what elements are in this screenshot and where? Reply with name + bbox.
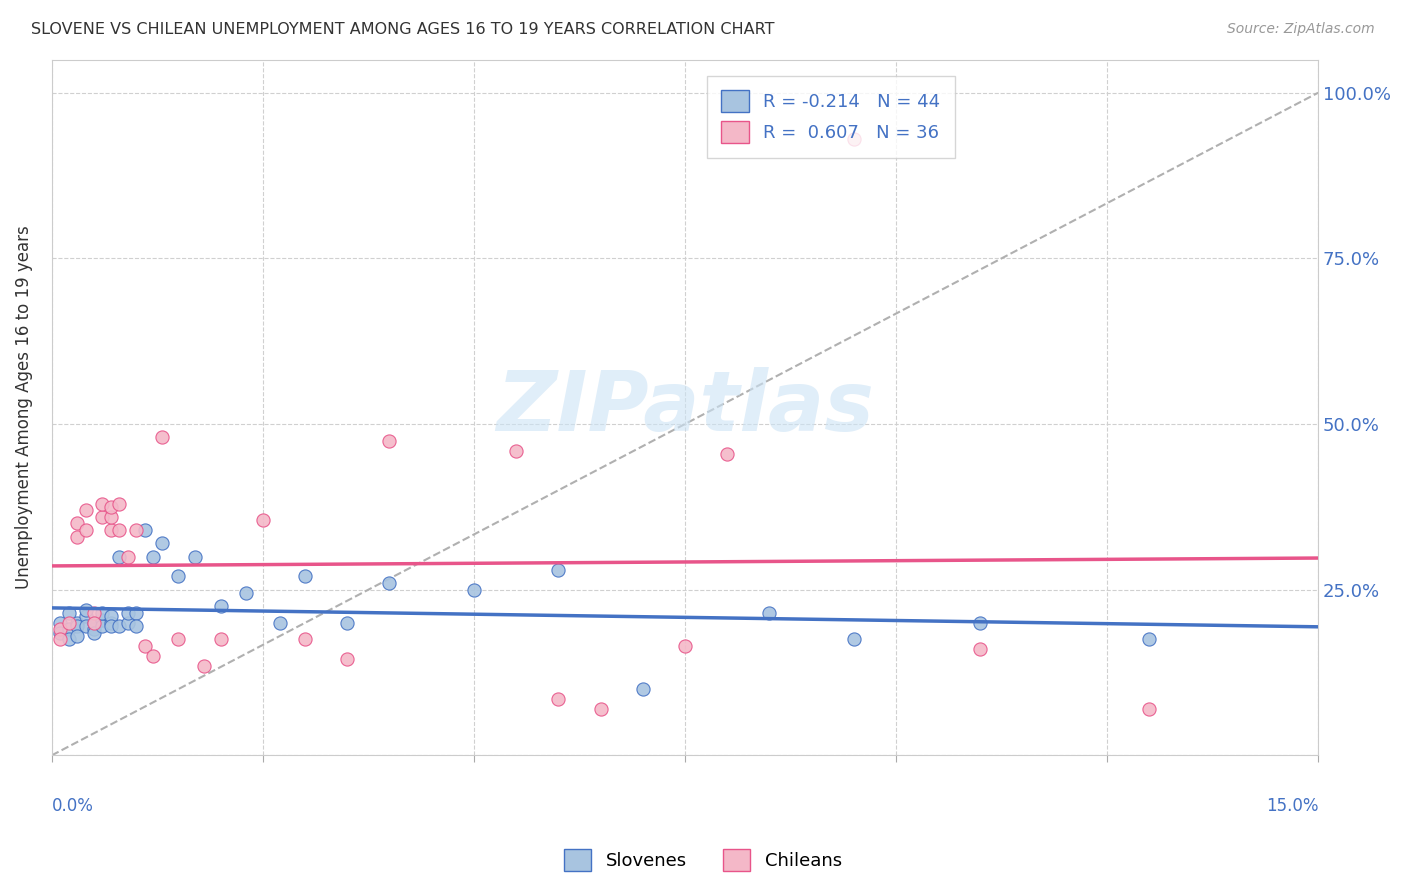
Point: [108, 549, 131, 564]
Point: [235, 586, 257, 600]
Point: [108, 523, 131, 537]
Point: [269, 615, 291, 630]
Point: [252, 513, 274, 527]
Point: [547, 563, 569, 577]
Point: [100, 509, 122, 524]
Point: [75, 619, 97, 633]
Point: [589, 702, 612, 716]
Point: [83, 606, 105, 620]
Point: [167, 632, 190, 647]
Point: [100, 619, 122, 633]
Point: [66, 619, 89, 633]
Point: [673, 639, 696, 653]
Point: [969, 615, 991, 630]
Point: [117, 549, 139, 564]
Point: [294, 569, 316, 583]
Point: [378, 434, 401, 448]
Text: Source: ZipAtlas.com: Source: ZipAtlas.com: [1227, 22, 1375, 37]
Point: [100, 523, 122, 537]
Point: [91, 497, 114, 511]
Point: [75, 609, 97, 624]
Point: [842, 132, 865, 146]
Point: [83, 615, 105, 630]
Text: 0.0%: 0.0%: [52, 797, 94, 815]
Point: [83, 623, 105, 637]
Point: [294, 632, 316, 647]
Point: [100, 615, 122, 630]
Point: [463, 582, 485, 597]
Text: 15.0%: 15.0%: [1265, 797, 1319, 815]
Point: [66, 516, 89, 531]
Point: [58, 615, 80, 630]
Text: ZIPatlas: ZIPatlas: [496, 367, 875, 448]
Point: [108, 619, 131, 633]
Point: [100, 500, 122, 514]
Point: [167, 569, 190, 583]
Point: [547, 692, 569, 706]
Point: [91, 619, 114, 633]
Point: [1137, 632, 1160, 647]
Point: [336, 615, 359, 630]
Point: [969, 642, 991, 657]
Point: [58, 632, 80, 647]
Point: [1137, 702, 1160, 716]
Point: [66, 629, 89, 643]
Point: [378, 576, 401, 591]
Point: [142, 549, 165, 564]
Point: [505, 443, 527, 458]
Point: [58, 606, 80, 620]
Point: [75, 602, 97, 616]
Text: SLOVENE VS CHILEAN UNEMPLOYMENT AMONG AGES 16 TO 19 YEARS CORRELATION CHART: SLOVENE VS CHILEAN UNEMPLOYMENT AMONG AG…: [31, 22, 775, 37]
Point: [49, 615, 72, 630]
Point: [100, 609, 122, 624]
Point: [91, 613, 114, 627]
Point: [66, 530, 89, 544]
Point: [758, 606, 780, 620]
Point: [631, 682, 654, 697]
Point: [83, 625, 105, 640]
Legend: R = -0.214   N = 44, R =  0.607   N = 36: R = -0.214 N = 44, R = 0.607 N = 36: [707, 76, 955, 158]
Point: [58, 623, 80, 637]
Point: [91, 606, 114, 620]
Point: [91, 509, 114, 524]
Point: [125, 523, 148, 537]
Point: [66, 615, 89, 630]
Point: [842, 632, 865, 647]
Point: [142, 648, 165, 663]
Point: [209, 599, 232, 614]
Point: [49, 623, 72, 637]
Point: [716, 447, 738, 461]
Point: [150, 536, 173, 550]
Point: [117, 615, 139, 630]
Point: [134, 523, 156, 537]
Point: [150, 430, 173, 444]
Point: [117, 606, 139, 620]
Point: [134, 639, 156, 653]
Legend: Slovenes, Chileans: Slovenes, Chileans: [557, 842, 849, 879]
Point: [193, 659, 215, 673]
Y-axis label: Unemployment Among Ages 16 to 19 years: Unemployment Among Ages 16 to 19 years: [15, 226, 32, 590]
Point: [75, 503, 97, 517]
Point: [336, 652, 359, 666]
Point: [108, 497, 131, 511]
Point: [125, 606, 148, 620]
Point: [209, 632, 232, 647]
Point: [49, 632, 72, 647]
Point: [184, 549, 207, 564]
Point: [83, 615, 105, 630]
Point: [75, 523, 97, 537]
Point: [49, 625, 72, 640]
Point: [125, 619, 148, 633]
